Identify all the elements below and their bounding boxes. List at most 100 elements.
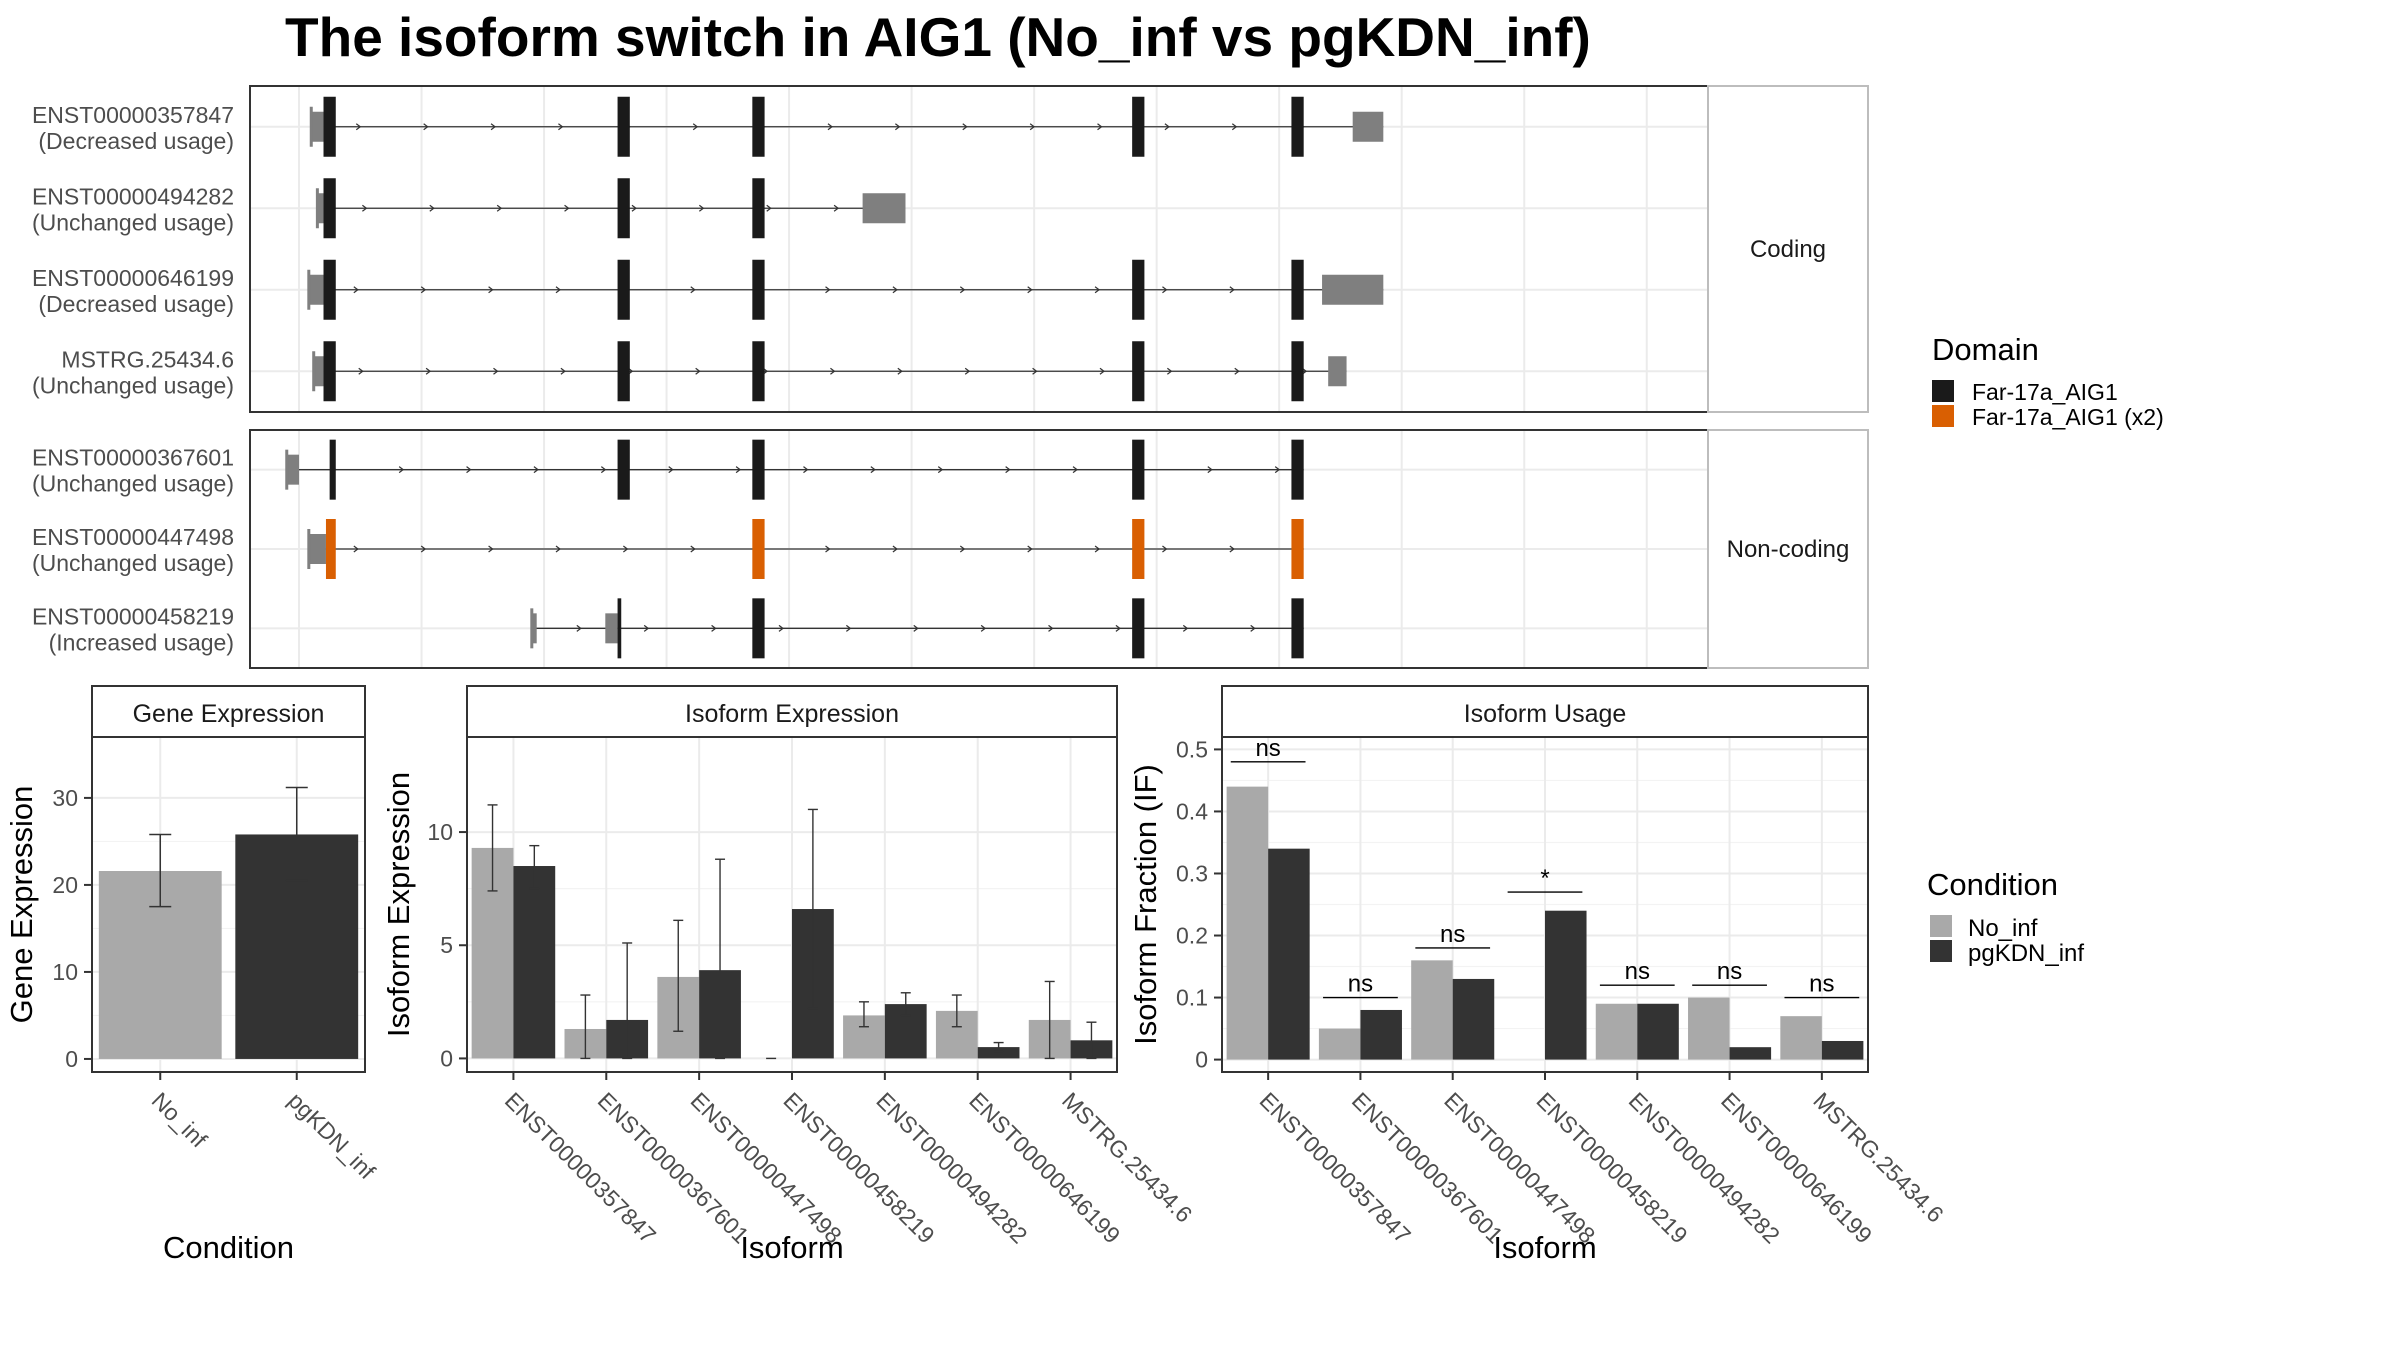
panel-border (91, 736, 366, 1073)
coding-exon-domain (752, 178, 765, 239)
strand-arrow (711, 624, 717, 632)
coding-exon-domain (752, 96, 765, 157)
strand-arrow (355, 123, 362, 131)
bar-pgkdn-inf (1452, 978, 1495, 1060)
strand-arrow (897, 367, 903, 375)
structure-panel-coding: ENST00000357847(Decreased usage)ENST0000… (32, 85, 1869, 413)
strand-arrow (496, 204, 503, 212)
transcript-usage-label: (Decreased usage) (38, 128, 234, 154)
strand-arrow (825, 545, 831, 553)
bar-panel-gene-expression: Gene Expression 0 10 20 30 No_inf pgKDN_inf Con… (4, 685, 381, 1265)
strand-arrow (576, 624, 582, 632)
y-tick-label: 30 (52, 785, 78, 811)
coding-exon-domain (752, 598, 765, 659)
strand-arrow (668, 466, 674, 474)
bar-pgkdn-inf (1360, 1009, 1402, 1060)
coding-exon-domain (1132, 439, 1145, 500)
strand-arrow (429, 204, 435, 212)
significance-label: ns (1255, 735, 1280, 762)
strand-arrow (493, 367, 499, 375)
strand-arrow (937, 466, 944, 474)
coding-exon-domain (1291, 439, 1304, 500)
strand-arrow (1072, 466, 1079, 474)
strand-arrow (690, 545, 696, 553)
structure-strip-label: Non-coding (1727, 536, 1850, 563)
y-axis-title: Isoform Expression (381, 772, 416, 1037)
strand-arrow (1182, 624, 1189, 632)
gene-structure-panels: ENST00000357847(Decreased usage)ENST0000… (32, 85, 1869, 669)
y-tick-label: 20 (52, 872, 78, 898)
utr-exon (862, 193, 906, 224)
strand-arrow (600, 466, 607, 474)
transcript-usage-label: (Unchanged usage) (32, 550, 234, 576)
coding-exon-domain (752, 439, 765, 500)
x-tick-label: ENST00000458219 (778, 1087, 939, 1248)
coding-exon-domain (752, 341, 765, 402)
utr-exon (313, 356, 324, 387)
strand-arrow (564, 204, 570, 212)
strand-arrow (362, 204, 368, 212)
bar-pgkdn-inf (513, 866, 556, 1059)
strand-arrow (892, 286, 898, 294)
strand-arrow (830, 367, 836, 375)
y-tick-label: 0.5 (1176, 736, 1208, 762)
x-tick-label: ENST00000367601 (593, 1087, 754, 1248)
legend-condition-label-no-inf: No_inf (1968, 915, 2038, 942)
x-tick-label: ENST00000494282 (1624, 1087, 1785, 1248)
coding-exon-domain (1132, 519, 1145, 579)
strand-arrow (690, 286, 696, 294)
y-axis-title: Isoform Fraction (IF) (1128, 764, 1163, 1045)
coding-exon-domain (617, 341, 630, 402)
coding-exon-domain (323, 96, 336, 157)
strand-arrow (488, 545, 494, 553)
panel-strip (1221, 685, 1869, 738)
strand-arrow (1250, 624, 1256, 632)
x-tick-label: ENST00000367601 (1347, 1087, 1508, 1248)
significance-label: ns (1809, 971, 1834, 998)
strand-arrow (803, 466, 809, 474)
utr-exon (1322, 274, 1384, 305)
strand-arrow (825, 286, 831, 294)
y-tick-label: 0 (440, 1045, 453, 1071)
legend-condition-label-pgkdn-inf: pgKDN_inf (1968, 940, 2084, 967)
x-axis-title: Isoform (740, 1230, 843, 1265)
bar-pgkdn-inf (1545, 910, 1587, 1060)
significance-label: * (1540, 865, 1549, 892)
y-axis-title: Gene Expression (4, 786, 39, 1024)
strand-arrow (1094, 545, 1101, 553)
transcript-id-label: ENST00000646199 (32, 265, 234, 291)
bar-no-inf (1318, 1028, 1361, 1060)
strand-arrow (560, 367, 566, 375)
significance-label: ns (1625, 958, 1650, 985)
strand-arrow (1097, 123, 1103, 131)
transcript-id-label: ENST00000447498 (32, 524, 234, 550)
strand-arrow (1094, 286, 1101, 294)
legend-domain-key-far17a (1932, 380, 1954, 402)
strand-arrow (1229, 286, 1235, 294)
coding-exon-domain (1291, 96, 1304, 157)
strand-arrow (1115, 624, 1121, 632)
bar-no-inf (1688, 997, 1730, 1060)
y-tick-label: 10 (427, 819, 453, 845)
strand-arrow (1048, 624, 1054, 632)
strand-arrow (1231, 123, 1238, 131)
utr-exon (308, 534, 326, 564)
strand-arrow (1274, 466, 1281, 474)
coding-exon-domain (617, 178, 630, 239)
x-tick-label: ENST00000458219 (1531, 1087, 1692, 1248)
x-tick-label: ENST00000447498 (1439, 1087, 1600, 1248)
strand-arrow (423, 123, 429, 131)
bar-pgkdn-inf (1268, 848, 1310, 1060)
legend-condition-key-pgkdn-inf (1930, 940, 1952, 962)
strand-arrow (466, 466, 472, 474)
coding-exon-domain (617, 259, 630, 320)
bar-pgkdn-inf (1729, 1047, 1772, 1060)
utr-exon (286, 454, 300, 485)
x-tick-label: pgKDN_inf (283, 1087, 380, 1184)
strand-arrow (1005, 466, 1011, 474)
utr-exon (1328, 356, 1347, 387)
strand-arrow (692, 123, 699, 131)
strand-arrow (1167, 367, 1173, 375)
utr-exon (317, 193, 324, 224)
